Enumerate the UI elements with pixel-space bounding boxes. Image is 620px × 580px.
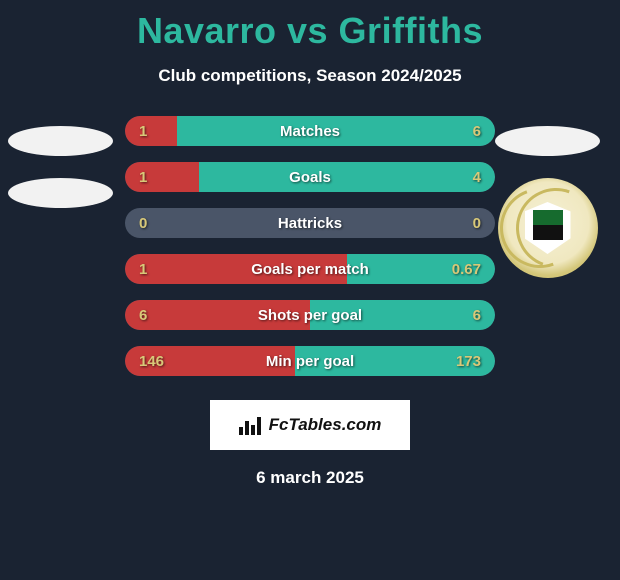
stat-row: 66Shots per goal	[125, 300, 495, 330]
stat-row: 10.67Goals per match	[125, 254, 495, 284]
stat-rows: 16Matches 14Goals 00Hattricks 10.67Goals pe…	[125, 116, 495, 376]
team-badges-right	[495, 126, 600, 278]
date-label: 6 march 2025	[0, 468, 620, 488]
stat-label: Matches	[125, 123, 495, 140]
team2-logo-placeholder-icon	[495, 126, 600, 156]
team2-crest-icon	[498, 178, 598, 278]
team-badges-left	[8, 126, 113, 208]
stat-row: 14Goals	[125, 162, 495, 192]
stat-row: 16Matches	[125, 116, 495, 146]
stat-label: Min per goal	[125, 353, 495, 370]
page-title: Navarro vs Griffiths	[0, 0, 620, 52]
team1-logo-placeholder-icon	[8, 126, 113, 156]
brand-badge: FcTables.com	[210, 400, 410, 450]
player1-photo-placeholder-icon	[8, 178, 113, 208]
stat-label: Hattricks	[125, 215, 495, 232]
stat-label: Goals per match	[125, 261, 495, 278]
comparison-chart: 16Matches 14Goals 00Hattricks 10.67Goals pe…	[0, 116, 620, 376]
stat-label: Shots per goal	[125, 307, 495, 324]
subtitle: Club competitions, Season 2024/2025	[0, 66, 620, 86]
stat-row: 146173Min per goal	[125, 346, 495, 376]
stat-label: Goals	[125, 169, 495, 186]
brand-text: FcTables.com	[269, 415, 382, 435]
fctables-logo-icon	[239, 415, 263, 435]
stat-row: 00Hattricks	[125, 208, 495, 238]
